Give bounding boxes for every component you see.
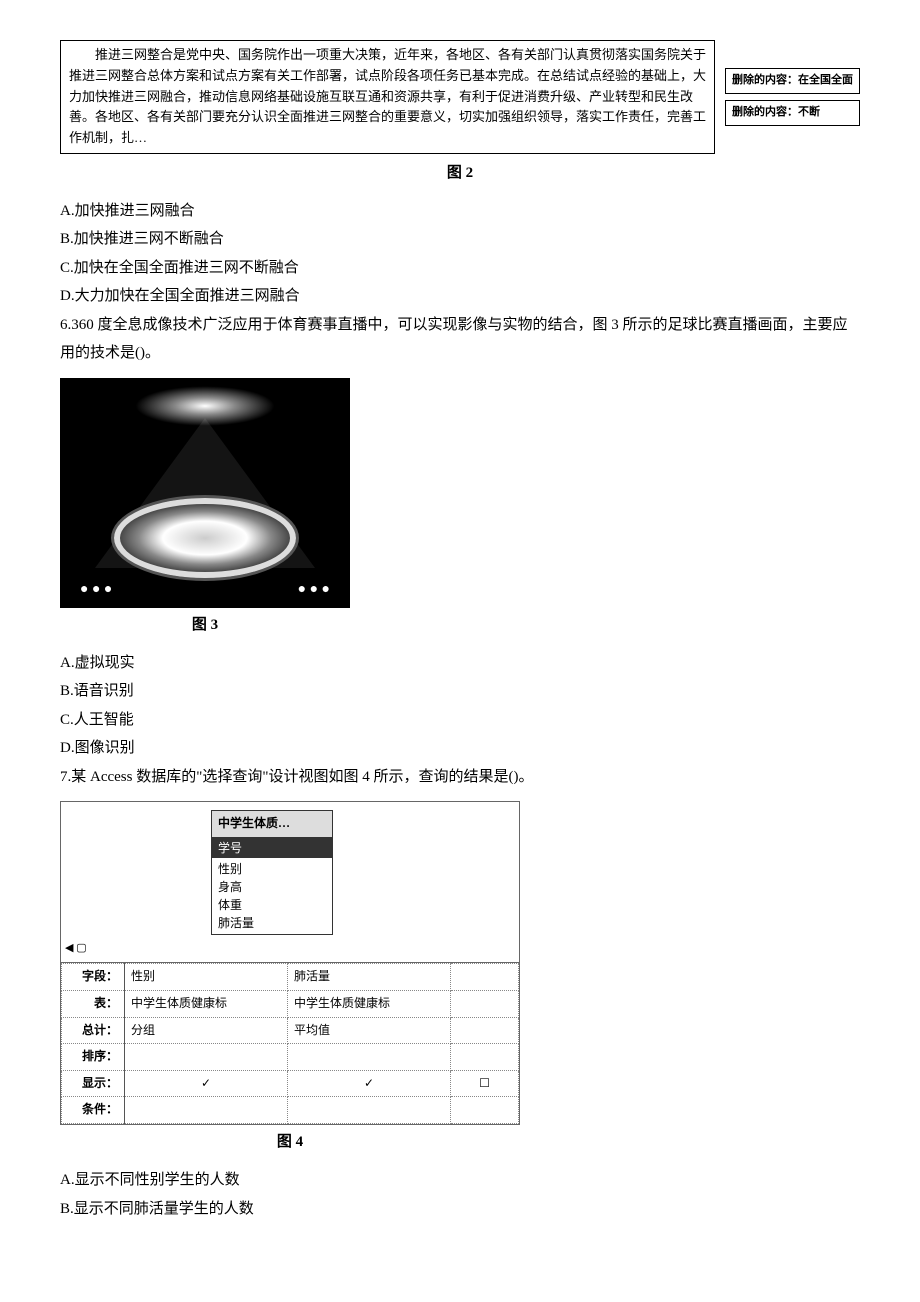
- grid-cell-empty: [288, 1044, 451, 1071]
- q6-stem: 6.360 度全息成像技术广泛应用于体育赛事直播中，可以实现影像与实物的结合，图…: [60, 311, 860, 368]
- figure3-wrap: 图 3: [60, 378, 350, 639]
- q6-option-d: D.图像识别: [60, 734, 860, 763]
- grid-checkbox-empty: ☐: [451, 1070, 519, 1097]
- access-table-title: 中学生体质…: [212, 811, 332, 838]
- figure2-text: 推进三网整合是党中央、国务院作出一项重大决策，近年来，各地区、各有关部门认真贯彻…: [60, 40, 715, 154]
- row-label: 表：: [62, 991, 125, 1018]
- q7-option-b: B.显示不同肺活量学生的人数: [60, 1195, 860, 1224]
- scroll-left-icon: ◀ ▢: [65, 939, 87, 959]
- grid-cell-empty: [451, 1017, 519, 1044]
- q6-option-a: A.虚拟现实: [60, 649, 860, 678]
- grid-cell-empty: [451, 991, 519, 1018]
- access-field: 体重: [218, 896, 326, 914]
- access-design-grid: 字段： 性别 肺活量 表： 中学生体质健康标 中学生体质健康标 总计： 分组 平…: [60, 963, 520, 1125]
- grid-row-sort: 排序：: [62, 1044, 519, 1071]
- access-table-box: 中学生体质… 学号 性别 身高 体重 肺活量: [211, 810, 333, 935]
- row-label: 排序：: [62, 1044, 125, 1071]
- fig3-caption: 图 3: [60, 612, 350, 639]
- grid-cell-empty: [451, 1097, 519, 1124]
- grid-cell: 分组: [125, 1017, 288, 1044]
- grid-cell: 性别: [125, 964, 288, 991]
- grid-checkbox: ✓: [125, 1070, 288, 1097]
- grid-row-show: 显示： ✓ ✓ ☐: [62, 1070, 519, 1097]
- figure4-wrap: 中学生体质… 学号 性别 身高 体重 肺活量 ◀ ▢ 字段： 性别 肺活量 表：…: [60, 801, 520, 1156]
- access-field: 学号: [212, 838, 332, 858]
- grid-cell-empty: [451, 1044, 519, 1071]
- row-label: 显示：: [62, 1070, 125, 1097]
- grid-cell: 中学生体质健康标: [288, 991, 451, 1018]
- fig2-caption: 图 2: [60, 160, 860, 187]
- access-field: 身高: [218, 878, 326, 896]
- access-relationship-pane: 中学生体质… 学号 性别 身高 体重 肺活量 ◀ ▢: [60, 801, 520, 963]
- grid-cell: 平均值: [288, 1017, 451, 1044]
- figure2-annotations: 删除的内容：在全国全面 删除的内容：不断: [725, 40, 860, 154]
- row-label: 总计：: [62, 1017, 125, 1044]
- figure2-box: 推进三网整合是党中央、国务院作出一项重大决策，近年来，各地区、各有关部门认真贯彻…: [60, 40, 860, 154]
- q6-option-c: C.人王智能: [60, 706, 860, 735]
- grid-cell: 肺活量: [288, 964, 451, 991]
- grid-cell-empty: [125, 1097, 288, 1124]
- fig4-caption: 图 4: [60, 1129, 520, 1156]
- q5-option-d: D.大力加快在全国全面推进三网融合: [60, 282, 860, 311]
- q7-stem: 7.某 Access 数据库的"选择查询"设计视图如图 4 所示，查询的结果是(…: [60, 763, 860, 792]
- access-field: 肺活量: [218, 914, 326, 932]
- figure3-image: [60, 378, 350, 608]
- grid-cell-empty: [288, 1097, 451, 1124]
- grid-cell: 中学生体质健康标: [125, 991, 288, 1018]
- grid-row-total: 总计： 分组 平均值: [62, 1017, 519, 1044]
- q5-option-a: A.加快推进三网融合: [60, 197, 860, 226]
- q7-option-a: A.显示不同性别学生的人数: [60, 1166, 860, 1195]
- grid-row-table: 表： 中学生体质健康标 中学生体质健康标: [62, 991, 519, 1018]
- grid-cell-empty: [125, 1044, 288, 1071]
- grid-row-criteria: 条件：: [62, 1097, 519, 1124]
- row-label: 字段：: [62, 964, 125, 991]
- row-label: 条件：: [62, 1097, 125, 1124]
- annot-delete-2: 删除的内容：不断: [725, 100, 860, 126]
- grid-row-field: 字段： 性别 肺活量: [62, 964, 519, 991]
- annot-delete-1: 删除的内容：在全国全面: [725, 68, 860, 94]
- q5-option-c: C.加快在全国全面推进三网不断融合: [60, 254, 860, 283]
- q6-option-b: B.语音识别: [60, 677, 860, 706]
- grid-checkbox: ✓: [288, 1070, 451, 1097]
- q5-option-b: B.加快推进三网不断融合: [60, 225, 860, 254]
- grid-cell-empty: [451, 964, 519, 991]
- access-field: 性别: [218, 860, 326, 878]
- access-field-list: 学号 性别 身高 体重 肺活量: [212, 838, 332, 934]
